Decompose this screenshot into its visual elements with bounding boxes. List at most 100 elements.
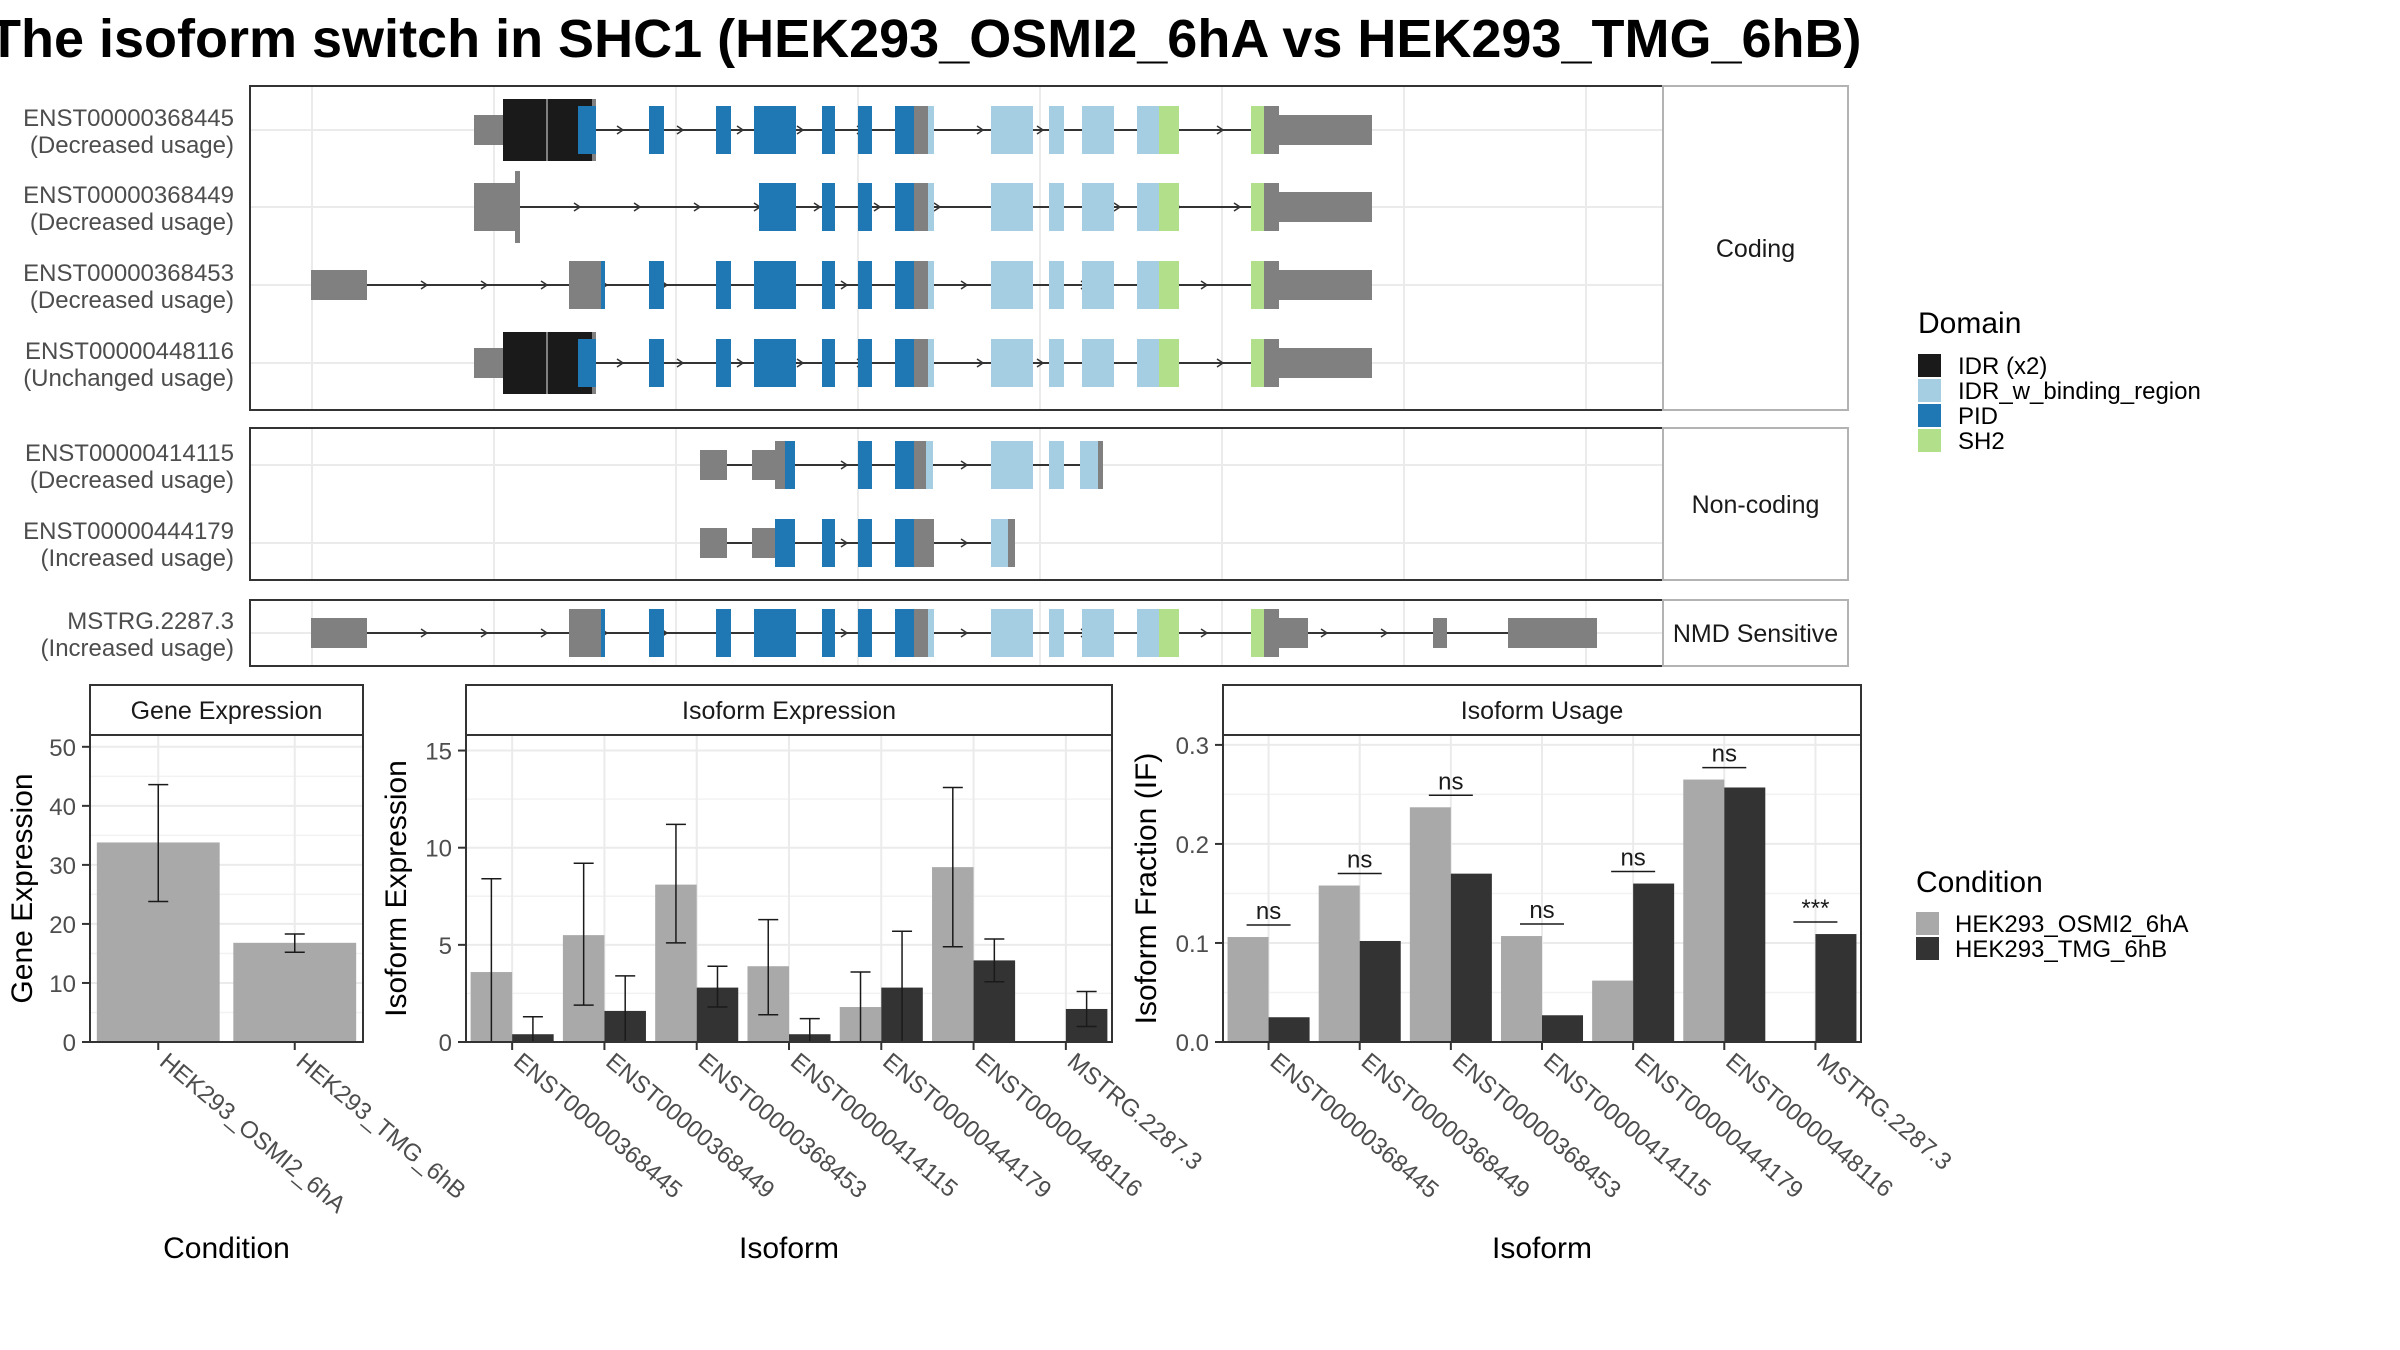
exon-block	[895, 183, 914, 231]
exon-block	[775, 441, 785, 489]
strand-arrow	[840, 628, 849, 638]
transcript-id-label: MSTRG.2287.3	[67, 608, 234, 635]
transcript-usage-label: (Increased usage)	[41, 635, 234, 662]
exon-block	[578, 339, 596, 387]
exon-block	[858, 609, 872, 657]
exon-block	[1251, 609, 1264, 657]
exon-block	[503, 99, 546, 161]
x-tick-label: ENST00000448116	[970, 1048, 1148, 1203]
strand-arrow	[813, 202, 822, 212]
strand-arrow	[960, 280, 969, 290]
transcript-id-label: ENST00000444179	[23, 518, 234, 545]
exon-block	[914, 106, 928, 154]
exon-block	[822, 183, 835, 231]
exon-block	[1082, 106, 1114, 154]
exon-block	[928, 183, 934, 231]
strand-arrow	[840, 538, 849, 548]
bar	[1268, 1017, 1310, 1042]
legend-label: IDR_w_binding_region	[1958, 378, 2201, 405]
bar	[1227, 937, 1269, 1042]
exon-block	[311, 618, 367, 648]
exon-block	[895, 339, 914, 387]
strand-arrow	[960, 628, 969, 638]
exon-block	[785, 441, 795, 489]
x-tick-label: ENST00000414115	[1538, 1048, 1716, 1203]
exon-block	[474, 183, 515, 231]
x-axis-title: Isoform	[1492, 1232, 1592, 1265]
y-axis-title: Isoform Expression	[380, 760, 413, 1017]
exon-block	[1159, 106, 1179, 154]
exon-block	[649, 106, 664, 154]
legend-swatch	[1916, 937, 1939, 960]
significance-label: ***	[1801, 895, 1829, 922]
strand-arrow	[736, 125, 745, 135]
exon-block	[1264, 106, 1279, 154]
exon-block	[822, 339, 835, 387]
strand-arrow	[1320, 628, 1329, 638]
y-tick-label: 0.0	[1176, 1030, 1209, 1057]
exon-block	[914, 519, 934, 567]
exon-block	[822, 609, 835, 657]
isoform-expression-chart: Isoform Expression051015ENST00000368445E…	[380, 684, 1207, 1265]
exon-block	[1159, 261, 1179, 309]
strand-arrow	[960, 460, 969, 470]
exon-block	[858, 261, 872, 309]
strand-arrow	[480, 628, 489, 638]
transcript-id-label: ENST00000368449	[23, 182, 234, 209]
strand-arrow	[1200, 628, 1209, 638]
x-tick-label: ENST00000368453	[1447, 1048, 1626, 1204]
exon-block	[1433, 618, 1447, 648]
exon-block	[569, 261, 601, 309]
exon-block	[474, 115, 503, 145]
bar	[1815, 934, 1857, 1042]
exon-block	[503, 332, 546, 394]
strand-arrow	[1380, 628, 1389, 638]
exon-block	[1137, 261, 1159, 309]
exon-block	[1279, 192, 1372, 222]
exon-block	[914, 261, 928, 309]
strand-arrow	[480, 280, 489, 290]
structure-panel-bg	[250, 86, 1663, 410]
exon-block	[700, 528, 727, 558]
significance-label: ns	[1256, 898, 1281, 925]
exon-block	[1159, 183, 1179, 231]
exon-block	[1049, 183, 1064, 231]
strand-arrow	[420, 628, 429, 638]
exon-block	[1279, 115, 1372, 145]
panel-strip	[465, 684, 1113, 736]
strand-arrow	[1036, 125, 1045, 135]
exon-block	[895, 261, 914, 309]
exon-block	[895, 519, 914, 567]
exon-block	[928, 609, 934, 657]
strand-arrow	[616, 358, 625, 368]
bar	[1724, 787, 1766, 1042]
y-tick-label: 5	[439, 933, 452, 960]
legend-swatch	[1916, 912, 1939, 935]
exon-block	[1159, 339, 1179, 387]
transcript-usage-label: (Decreased usage)	[30, 467, 234, 494]
strand-arrow	[1233, 202, 1242, 212]
structure-panel-bg	[250, 428, 1663, 580]
facet-strip	[1662, 599, 1849, 667]
bar	[1542, 1015, 1584, 1042]
transcript-id-label: ENST00000448116	[25, 338, 234, 365]
significance-label: ns	[1347, 847, 1372, 874]
exon-block	[752, 450, 775, 480]
strand-arrow	[676, 125, 685, 135]
exon-block	[991, 183, 1033, 231]
exon-block	[1082, 261, 1114, 309]
exon-block	[601, 261, 605, 309]
strand-arrow	[633, 202, 642, 212]
bar	[1633, 883, 1675, 1042]
exon-block	[991, 519, 1010, 567]
legend-swatch	[1918, 429, 1941, 452]
exon-block	[1137, 106, 1159, 154]
exon-block	[991, 609, 1033, 657]
x-axis-title: Condition	[163, 1232, 290, 1265]
exon-block	[928, 261, 934, 309]
legend-label: IDR (x2)	[1958, 353, 2047, 380]
chart-title: Gene Expression	[131, 697, 323, 725]
exon-block	[1251, 183, 1264, 231]
exon-block	[716, 609, 731, 657]
